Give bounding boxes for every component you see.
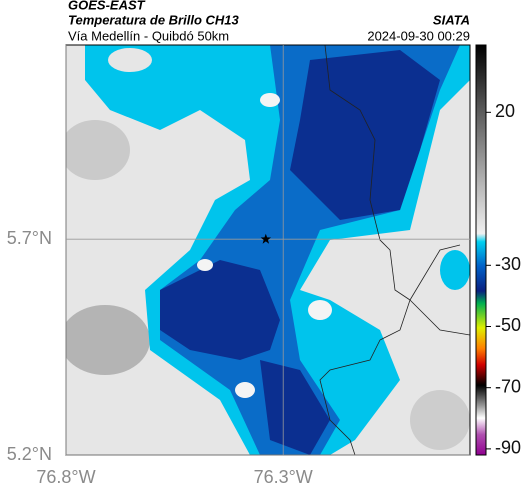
colorbar-tick-label: -50 — [495, 315, 521, 335]
location-marker — [260, 233, 272, 244]
timestamp: 2024-09-30 00:29 — [367, 28, 470, 43]
satellite: GOES-EAST — [68, 0, 146, 12]
y-tick-label: 5.7°N — [7, 228, 52, 248]
colorbar-tick-label: -70 — [495, 376, 521, 396]
x-tick-label: 76.3°W — [254, 467, 313, 487]
source: SIATA — [433, 12, 470, 27]
colorbar-tick-label: -30 — [495, 254, 521, 274]
brightness-field — [66, 45, 470, 455]
y-tick-label: 5.2°N — [7, 444, 52, 464]
x-tick-label: 76.8°W — [36, 467, 95, 487]
colorbar — [475, 44, 487, 456]
colorbar-tick-label: -90 — [495, 438, 521, 458]
subtitle: Vía Medellín - Quibdó 50km — [68, 28, 229, 43]
colorbar-tick-label: 20 — [495, 101, 515, 121]
product: Temperatura de Brillo CH13 — [68, 12, 240, 27]
